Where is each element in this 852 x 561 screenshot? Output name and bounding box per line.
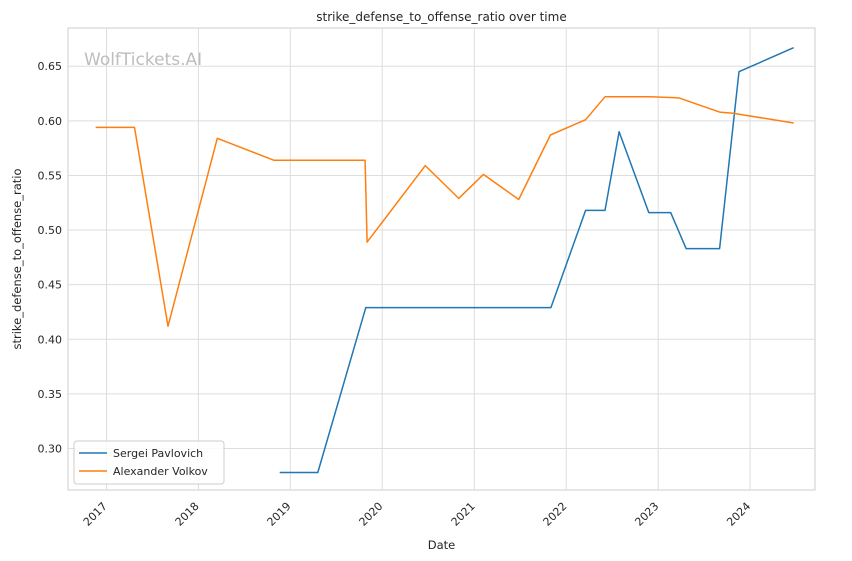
watermark-text: WolfTickets.AI [84,50,202,70]
y-tick-label: 0.30 [38,442,63,455]
x-tick-label: 2020 [357,500,386,529]
legend-label-sergei: Sergei Pavlovich [113,447,203,460]
series-layer [95,47,794,474]
y-tick-label: 0.40 [38,333,63,346]
legend-box [73,440,225,485]
y-tick-label: 0.65 [38,60,63,73]
chart-title: strike_defense_to_offense_ratio over tim… [316,10,566,24]
x-axis-label: Date [428,538,456,552]
y-tick-label: 0.50 [38,224,63,237]
grid-lines [68,28,815,490]
x-tick-label: 2024 [724,500,753,529]
y-tick-label: 0.35 [38,388,63,401]
plot-area [67,27,816,491]
y-tick-label: 0.55 [38,169,63,182]
x-tick-label: 2022 [541,500,570,529]
x-tick-label: 2021 [449,500,478,529]
legend: Sergei Pavlovich Alexander Volkov [73,440,225,485]
x-tick-label: 2017 [81,500,110,529]
x-tick-label: 2019 [265,500,294,529]
x-tick-label: 2018 [173,500,202,529]
y-tick-label: 0.60 [38,115,63,128]
legend-label-alexander: Alexander Volkov [113,465,208,478]
x-axis-ticks: 2017 2018 2019 2020 2021 2022 2023 2024 [81,500,754,529]
y-tick-label: 0.45 [38,279,63,292]
y-axis-label: strike_defense_to_offense_ratio [10,168,24,349]
y-axis-ticks: 0.30 0.35 0.40 0.45 0.50 0.55 0.60 0.65 [38,60,63,455]
x-tick-label: 2023 [632,500,661,529]
